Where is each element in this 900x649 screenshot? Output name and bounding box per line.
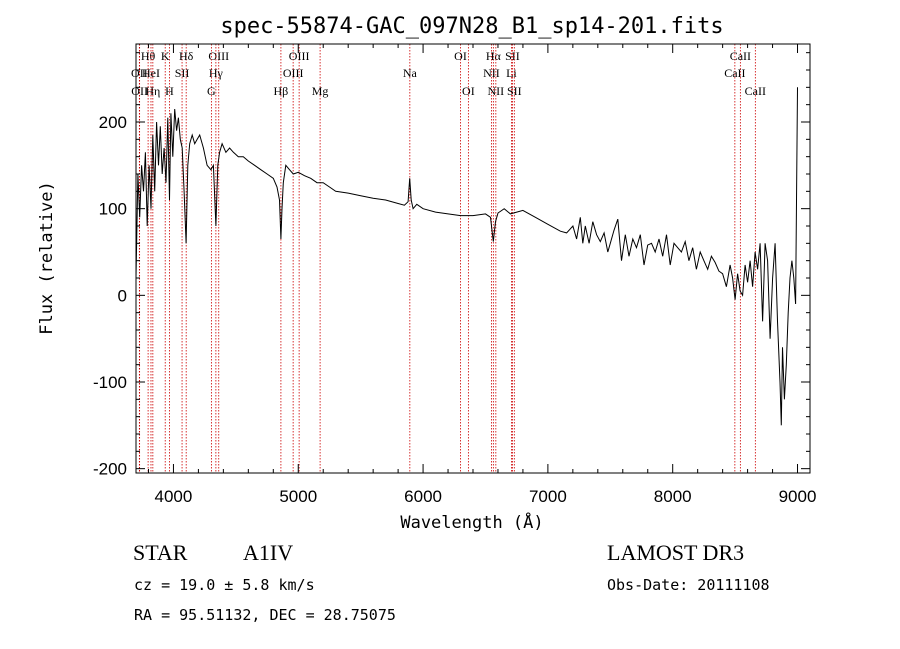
plot-frame [135, 43, 811, 474]
spectral-line-label: NII [483, 66, 500, 80]
spectrum-line [135, 87, 798, 426]
survey-name: LAMOST DR3 [607, 540, 744, 565]
spectral-line-label: OII [131, 84, 148, 98]
spectral-line-label: Na [403, 66, 418, 80]
spectral-line-label: CaII [724, 66, 745, 80]
spectral-line-label: Hη [145, 84, 160, 98]
spectral-line-label: OI [454, 49, 467, 63]
y-tick-label: 100 [99, 200, 127, 219]
x-tick-label: 5000 [279, 487, 317, 506]
spectral-line-label: CaII [745, 84, 766, 98]
x-axis-label: Wavelength (Å) [400, 511, 543, 533]
x-tick-label: 9000 [779, 487, 817, 506]
object-type: STAR [133, 540, 188, 565]
object-subclass: A1IV [243, 540, 293, 565]
spectral-line-label: SII [505, 49, 520, 63]
spectral-line-label: NII [488, 84, 505, 98]
redshift-cz: cz = 19.0 ± 5.8 km/s [134, 576, 315, 594]
x-tick-label: 6000 [404, 487, 442, 506]
spectral-line-label: K [161, 49, 170, 63]
spectral-line-label: OII [131, 66, 148, 80]
spectral-line-label: Hα [486, 49, 502, 63]
y-tick-label: -200 [93, 460, 127, 479]
spectral-line-label: Hδ [179, 49, 194, 63]
spectral-line-label: H [165, 84, 174, 98]
y-tick-label: 200 [99, 113, 127, 132]
spectral-line-label: OIII [283, 66, 304, 80]
y-tick-label: 0 [118, 286, 127, 305]
spectral-line-label: SII [175, 66, 190, 80]
x-tick-label: 8000 [654, 487, 692, 506]
spectral-line-label: Mg [312, 84, 329, 98]
y-axis-label: Flux (relative) [37, 181, 57, 335]
axis-ticks: 4000 5000 6000 7000 8000 9000 -200 -100 0 100 200 [93, 44, 816, 506]
chart-title: spec-55874-GAC_097N28_B1_sp14-201.fits [220, 14, 723, 39]
spectral-line-label: SII [507, 84, 522, 98]
spectral-line-label: HeI [142, 66, 160, 80]
spectral-line-label: Li [506, 66, 517, 80]
x-tick-label: 4000 [155, 487, 193, 506]
spectral-line-label: Hβ [274, 84, 289, 98]
spectral-line-label: OIII [208, 49, 229, 63]
ra-dec: RA = 95.51132, DEC = 28.75075 [134, 606, 396, 624]
spectral-line-label: Hγ [209, 66, 224, 80]
y-tick-label: -100 [93, 373, 127, 392]
spectral-line-label: CaII [730, 49, 751, 63]
x-tick-label: 7000 [529, 487, 567, 506]
spectral-line-label: OI [462, 84, 475, 98]
observation-date: Obs-Date: 20111108 [607, 576, 770, 594]
spectral-line-label: G [207, 84, 216, 98]
spectral-line-label: OIII [289, 49, 310, 63]
spectral-line-label: Hθ [141, 49, 156, 63]
